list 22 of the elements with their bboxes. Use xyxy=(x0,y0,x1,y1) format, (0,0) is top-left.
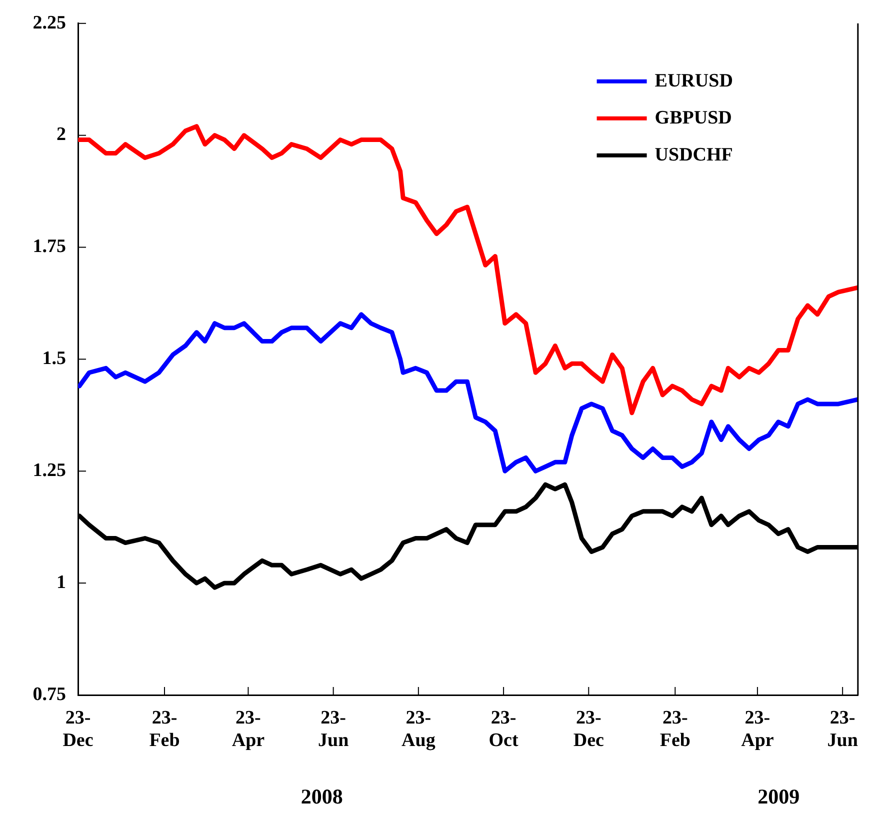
y-tick-label: 1.25 xyxy=(32,460,66,482)
x-tick-label: 23- Feb xyxy=(149,707,180,752)
x-tick-label: 23- Jun xyxy=(318,707,350,752)
text: 2008 xyxy=(300,784,343,808)
y-tick-label: 1.75 xyxy=(32,236,66,258)
x-tick-label: 23- Apr xyxy=(741,707,774,752)
y-tick-label: 1.5 xyxy=(42,348,66,370)
y-tick-label: 2.25 xyxy=(32,12,66,34)
x-tick-label: 23- Dec xyxy=(62,707,94,752)
y-tick-label: 2 xyxy=(56,124,66,146)
x-tick-label: 23- Aug xyxy=(402,707,436,752)
legend-label: USDCHF xyxy=(654,144,733,166)
legend-label: GBPUSD xyxy=(654,107,732,128)
x-tick-label: 23- Apr xyxy=(232,707,266,752)
y-tick-label: 0.75 xyxy=(32,684,66,705)
x-tick-label: 23- Oct xyxy=(488,707,519,752)
x-tick-label: 23- Dec xyxy=(573,707,604,752)
x-tick-label: 23- Feb xyxy=(660,707,690,752)
text: 2009 xyxy=(758,784,800,808)
x-tick-label: 23- Jun xyxy=(827,707,858,752)
legend-label: EURUSD xyxy=(654,70,733,92)
y-tick-label: 1 xyxy=(56,572,66,593)
